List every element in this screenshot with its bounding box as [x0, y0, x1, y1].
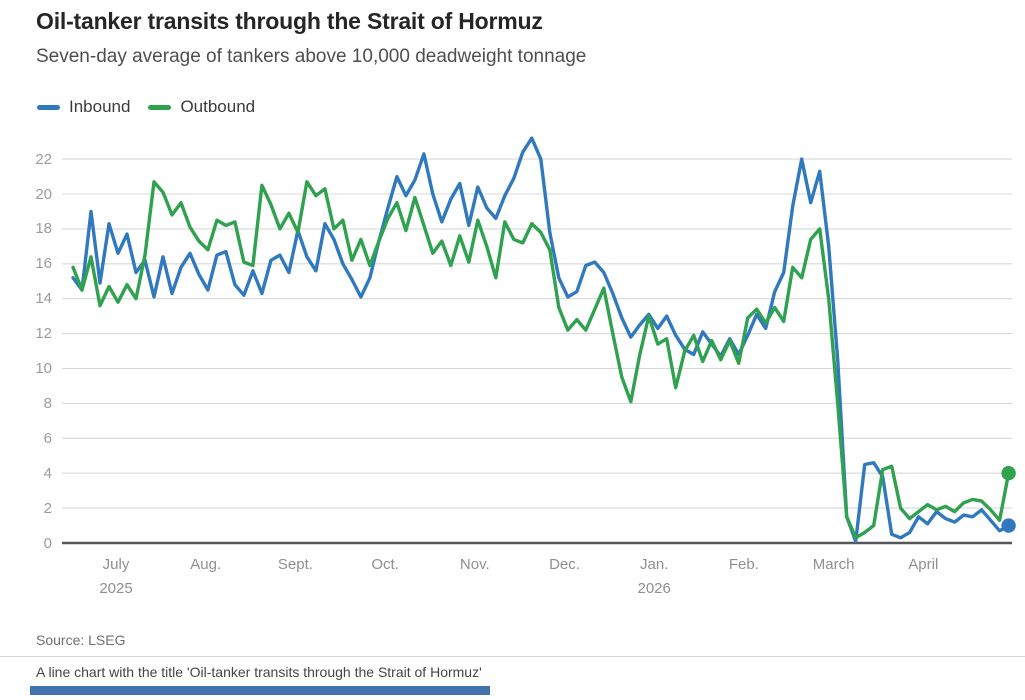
- inbound-line-swatch-icon: [37, 104, 60, 110]
- legend-label-inbound: Inbound: [69, 97, 131, 116]
- x-tick-label: March: [812, 556, 855, 573]
- source-note: Source: LSEG: [36, 632, 126, 648]
- x-tick-label: Feb.: [728, 556, 759, 573]
- end-marker-outbound: [1001, 466, 1016, 481]
- x-tick-label: April: [908, 556, 939, 573]
- y-tick-label: 8: [43, 394, 52, 412]
- legend: Inbound Outbound: [37, 97, 255, 117]
- x-tick-label: Aug.: [190, 556, 222, 573]
- y-tick-label: 4: [43, 464, 52, 482]
- x-tick-label: Dec.: [549, 556, 580, 573]
- series-line-outbound: [71, 180, 1011, 540]
- alt-text-caption: A line chart with the title 'Oil-tanker …: [36, 664, 482, 680]
- outbound-line-swatch-icon: [148, 104, 172, 110]
- x-tick-label: July: [102, 556, 130, 573]
- y-tick-label: 6: [43, 429, 52, 447]
- y-tick-label: 0: [43, 534, 52, 552]
- legend-label-outbound: Outbound: [180, 97, 256, 116]
- x-tick-label: Jan.: [640, 556, 669, 573]
- x-tick-label: Nov.: [459, 556, 490, 573]
- bottom-accent-bar: [30, 686, 490, 695]
- footer-divider: [0, 656, 1025, 657]
- y-tick-label: 12: [35, 325, 52, 343]
- y-tick-label: 16: [35, 255, 52, 273]
- x-tick-year-label: 2025: [99, 580, 133, 597]
- y-tick-label: 10: [35, 360, 52, 377]
- end-marker-inbound: [1001, 518, 1016, 533]
- y-tick-label: 14: [35, 290, 52, 308]
- y-tick-label: 2: [43, 499, 52, 517]
- x-tick-year-label: 2026: [637, 580, 671, 597]
- y-tick-label: 18: [35, 220, 52, 238]
- series-line-inbound: [71, 136, 1011, 543]
- legend-item-inbound: Inbound: [37, 97, 130, 117]
- x-tick-label: Sept.: [277, 556, 313, 573]
- chart-subtitle: Seven-day average of tankers above 10,00…: [36, 46, 587, 67]
- chart-title: Oil-tanker transits through the Strait o…: [36, 8, 543, 34]
- y-tick-label: 22: [35, 150, 52, 168]
- y-tick-label: 20: [35, 185, 52, 203]
- legend-item-outbound: Outbound: [148, 97, 255, 117]
- x-tick-label: Oct.: [371, 556, 399, 573]
